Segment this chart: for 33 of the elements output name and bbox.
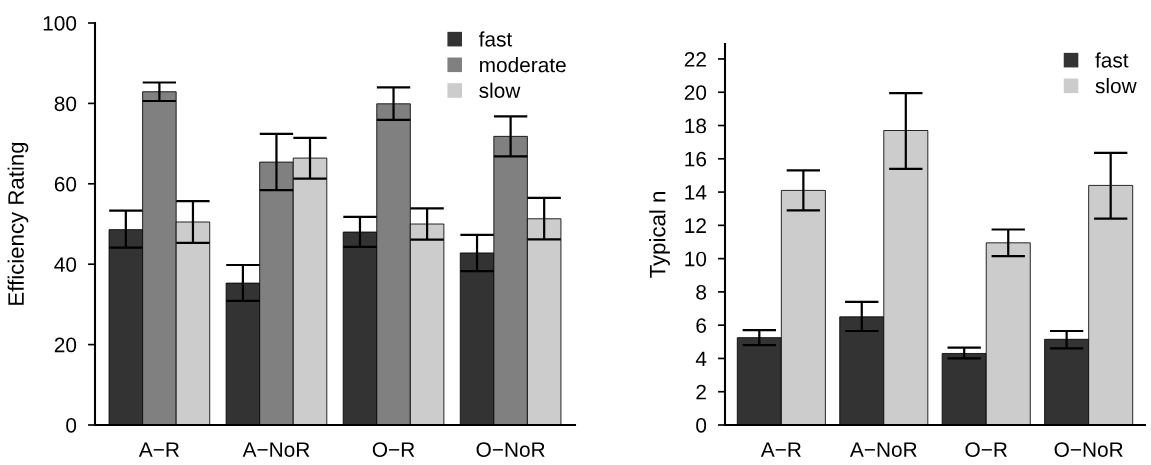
legend-label: slow (479, 82, 521, 98)
x-tick-label: O−R (372, 442, 415, 457)
legend-label: moderate (480, 57, 566, 73)
x-tick-label: O−NoR (476, 442, 545, 457)
legend-label: fast (478, 31, 513, 47)
y-tick-label: 8 (696, 284, 707, 300)
y-tick-label: 0 (696, 418, 707, 433)
y-tick-label: 12 (685, 218, 706, 233)
y-tick-label: 22 (684, 51, 706, 67)
y-tick-label: 20 (54, 337, 77, 353)
x-tick-label: A−R (760, 442, 801, 457)
y-tick-label: 0 (66, 418, 77, 433)
legend-label: slow (1095, 78, 1137, 94)
y-tick-label: 100 (43, 16, 77, 31)
y-tick-label: 40 (54, 257, 77, 272)
y-tick-label: 80 (54, 96, 77, 112)
x-tick-label: A−NoR (242, 442, 310, 457)
y-tick-label: 6 (696, 318, 707, 333)
y-tick-label: 10 (685, 251, 707, 267)
y-tick-label: 14 (685, 185, 707, 200)
y-tick-label: 18 (685, 118, 707, 134)
y-tick-label: 4 (695, 351, 707, 366)
x-tick-label: A−NoR (849, 442, 917, 457)
y-tick-label: 16 (685, 151, 707, 167)
x-tick-label: A−R (138, 442, 179, 457)
y-tick-label: 20 (684, 85, 707, 100)
y-tick-label: 2 (696, 384, 706, 400)
x-tick-label: O−R (965, 442, 1007, 457)
x-tick-label: O−NoR (1054, 442, 1123, 457)
y-axis-title: Typical n (649, 192, 670, 278)
legend-label: fast (1095, 52, 1129, 68)
y-tick-label: 60 (54, 176, 77, 192)
y-axis-title: Efficiency Rating (7, 142, 29, 305)
